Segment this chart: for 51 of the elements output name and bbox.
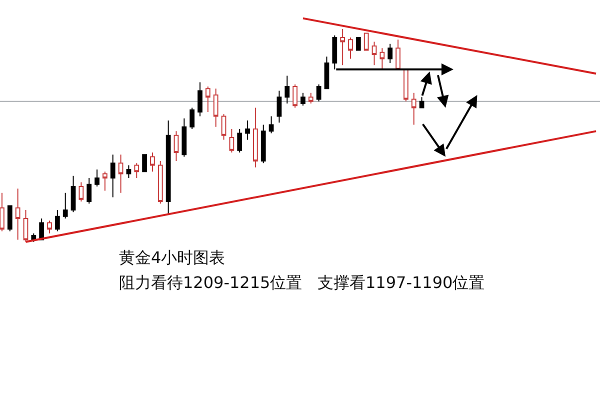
candlestick [47, 220, 52, 234]
candlestick [411, 92, 416, 126]
candlestick [142, 154, 147, 172]
candlestick [150, 152, 155, 172]
candlestick [15, 188, 20, 240]
candlestick [62, 192, 68, 219]
candlestick [284, 75, 290, 104]
candlestick [158, 160, 163, 204]
candlestick [23, 209, 28, 242]
candlestick [316, 84, 322, 102]
candlestick [292, 84, 298, 108]
candlestick [166, 120, 171, 215]
candlestick [118, 154, 124, 194]
candlestick [237, 128, 242, 153]
candlestick [126, 164, 132, 179]
candlestick [245, 120, 250, 140]
candlestick [372, 41, 377, 66]
candlestick [134, 162, 140, 179]
candlestick [213, 88, 218, 128]
candlestick [324, 56, 330, 90]
text: 阻力看待1209-1215位置 支撑看1197-1190位置 [119, 273, 485, 292]
candlestick [229, 128, 234, 153]
candlestick [308, 92, 314, 104]
candlestick [356, 36, 361, 51]
candlestick [380, 48, 385, 70]
candlestick [388, 43, 393, 64]
candlestick [70, 175, 76, 213]
candlestick [221, 114, 226, 140]
candlestick [78, 182, 84, 202]
candlestick [102, 171, 108, 192]
candlestick [404, 68, 408, 102]
candlestick [276, 90, 282, 124]
candlestick [260, 124, 266, 164]
candlestick [54, 209, 60, 232]
text: 黄金4小时图表 [119, 248, 226, 267]
candlestick [110, 154, 116, 198]
candlestick [198, 82, 202, 117]
candlestick [396, 39, 400, 70]
candlestick [174, 130, 179, 162]
candlestick [205, 86, 210, 113]
candlestick [253, 107, 258, 168]
candlestick [94, 169, 100, 188]
candlestick [7, 205, 12, 232]
candlestick [340, 28, 346, 66]
candlestick [86, 178, 92, 204]
candlestick [364, 32, 369, 51]
candlestick [190, 107, 195, 130]
candlestick [348, 36, 353, 60]
candlestick [268, 116, 274, 134]
candlestick [182, 118, 187, 158]
candlestick [300, 92, 306, 106]
